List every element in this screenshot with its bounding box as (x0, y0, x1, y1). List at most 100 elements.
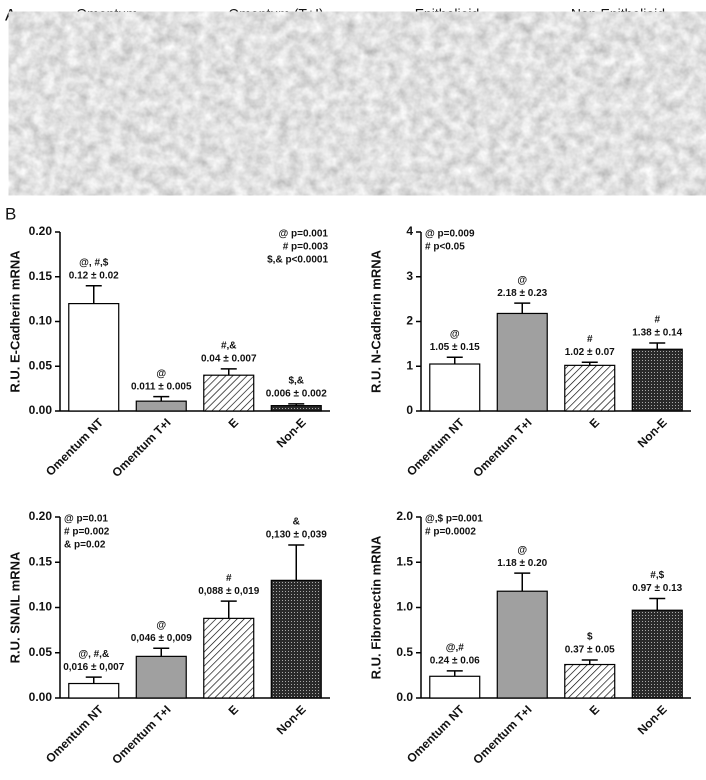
stats-note: @ p=0.001 (278, 229, 328, 240)
x-tick-label: Omentum T+I (109, 415, 173, 479)
significance-label: # (226, 573, 232, 584)
bar (429, 675, 481, 699)
y-tick-label: 3 (406, 269, 413, 283)
y-axis-label: R.U. E-Cadherin mRNA (7, 250, 22, 393)
y-tick-label: 0.20 (29, 509, 53, 523)
error-bar (288, 403, 305, 406)
stats-note: @ p=0.01 (64, 514, 108, 525)
x-tick-label: Non-E (635, 702, 670, 737)
value-label: 1.02 ± 0.07 (565, 347, 615, 358)
significance-label: @, #,$ (79, 257, 109, 268)
x-tick-label: Omentum NT (404, 702, 468, 766)
value-label: 0.011 ± 0.005 (131, 381, 192, 392)
bar (631, 348, 683, 412)
stats-note: @ p=0.009 (425, 229, 475, 240)
x-tick-label: E (226, 702, 242, 718)
y-axis-label: R.U. N-Cadherin mRNA (368, 249, 383, 393)
y-axis-label: R.U. Fibronectin mRNA (368, 535, 383, 679)
error-bar (446, 670, 463, 677)
significance-label: #,& (221, 341, 237, 352)
image-title: Omentum (T+I) (228, 6, 323, 22)
bar (270, 579, 322, 699)
y-axis-label: R.U. SNAIL mRNA (7, 551, 22, 663)
value-label: 0,046 ± 0,009 (131, 633, 193, 644)
value-label: 0.04 ± 0.007 (201, 354, 257, 365)
value-label: 1.18 ± 0.20 (497, 558, 547, 569)
image-title: Non Epithelioid (571, 6, 665, 22)
significance-label: @ (450, 329, 460, 340)
y-tick-label: 1 (406, 358, 413, 372)
panel-label: A (5, 5, 17, 24)
y-tick-label: 2.0 (396, 509, 413, 523)
bar (631, 609, 683, 699)
significance-label: @ (517, 545, 527, 556)
bar (270, 405, 322, 412)
y-tick-label: 1.5 (396, 554, 413, 568)
stats-note: # p=0.003 (283, 242, 329, 253)
x-tick-label: Omentum NT (43, 415, 107, 479)
y-tick-label: 0.05 (29, 358, 53, 372)
bar (68, 303, 120, 412)
significance-label: @, #,& (78, 649, 109, 660)
value-label: 0,130 ± 0,039 (266, 530, 328, 541)
significance-label: # (587, 334, 593, 345)
x-tick-label: Omentum T+I (109, 702, 173, 766)
error-bar (85, 284, 102, 304)
x-tick-label: Non-E (274, 415, 309, 450)
bar (496, 590, 548, 699)
error-bar (288, 544, 305, 581)
error-bar (581, 659, 598, 665)
stats-note: @,$ p=0.001 (425, 514, 483, 525)
micrograph (24, 26, 190, 181)
value-label: 0.12 ± 0.02 (69, 270, 119, 281)
image-title: Omentum (76, 6, 137, 22)
significance-label: $,& (288, 375, 304, 386)
micrograph (193, 26, 359, 181)
y-tick-label: 1.0 (396, 600, 413, 614)
bar (429, 363, 481, 412)
value-label: 0,016 ± 0,007 (63, 662, 125, 673)
y-tick-label: 0.10 (29, 600, 53, 614)
bar (496, 312, 548, 412)
x-tick-label: Omentum NT (404, 415, 468, 479)
y-tick-label: 0.5 (396, 645, 413, 659)
significance-label: @ (517, 275, 527, 286)
error-bar (514, 572, 531, 592)
x-tick-label: E (587, 702, 603, 718)
micrograph (364, 26, 530, 181)
y-tick-label: 0.15 (29, 269, 53, 283)
x-tick-label: Omentum NT (43, 702, 107, 766)
y-tick-label: 0.10 (29, 314, 53, 328)
value-label: 0.24 ± 0.06 (430, 655, 480, 666)
error-bar (220, 368, 237, 376)
bar (564, 663, 616, 699)
significance-label: $ (587, 632, 593, 643)
significance-label: #,$ (650, 570, 664, 581)
y-tick-label: 0 (406, 403, 413, 417)
significance-label: @ (156, 368, 166, 379)
error-bar (446, 356, 463, 365)
y-tick-label: 0.05 (29, 645, 53, 659)
error-bar (85, 676, 102, 684)
value-label: 0,088 ± 0,019 (198, 586, 260, 597)
significance-label: @,# (446, 642, 465, 653)
error-bar (153, 395, 170, 402)
bar (135, 655, 187, 699)
error-bar (649, 597, 666, 611)
error-bar (649, 342, 666, 350)
x-tick-label: Omentum T+I (470, 415, 534, 479)
x-tick-label: Non-E (274, 702, 309, 737)
bar (135, 400, 187, 412)
y-tick-label: 0.00 (29, 403, 53, 417)
y-tick-label: 0.20 (29, 224, 53, 238)
value-label: 0.37 ± 0.05 (565, 645, 615, 656)
micrograph (535, 26, 701, 181)
y-tick-label: 0.15 (29, 554, 53, 568)
error-bar (514, 302, 531, 314)
significance-label: @ (156, 620, 166, 631)
bar (68, 682, 120, 699)
significance-label: & (293, 517, 300, 528)
bar (203, 374, 255, 412)
